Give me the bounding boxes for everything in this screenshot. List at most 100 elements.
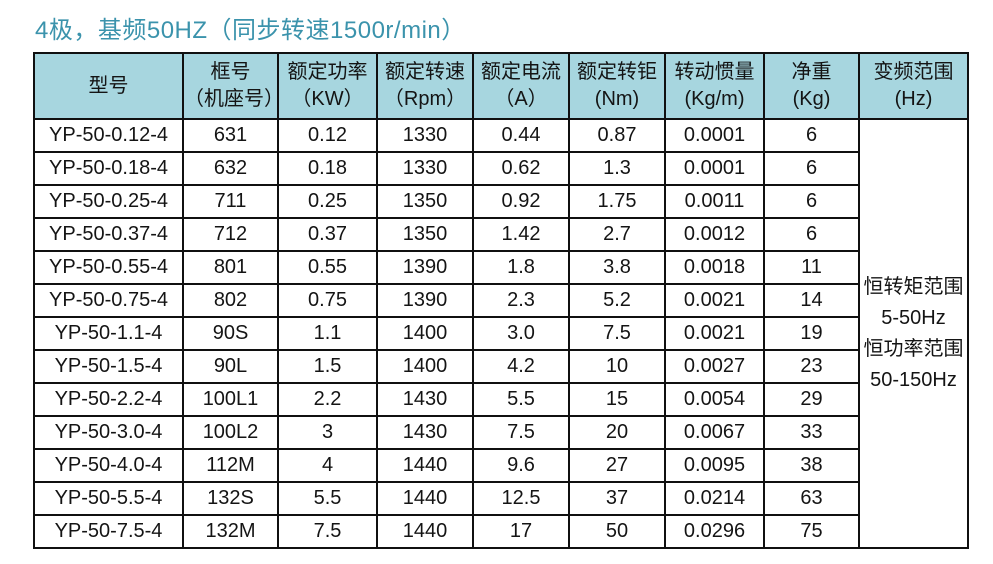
header-frame-line1: 框号 (210, 61, 251, 83)
cell-frame: 631 (182, 118, 279, 153)
page-title: 4极，基频50HZ（同步转速1500r/min） (35, 17, 466, 44)
cell-frame: 801 (182, 250, 279, 285)
cell-rated-torque: 1.3 (568, 151, 666, 186)
cell-net-weight: 33 (763, 415, 860, 450)
cell-model: YP-50-1.1-4 (33, 316, 184, 351)
cell-inertia: 0.0001 (664, 118, 765, 153)
table-row: YP-50-0.18-4 632 0.18 1330 0.62 1.3 0.00… (33, 151, 968, 186)
cell-model: YP-50-5.5-4 (33, 481, 184, 516)
cell-frame: 100L1 (182, 382, 279, 417)
cell-frame: 712 (182, 217, 279, 252)
cell-rated-current: 3.0 (472, 316, 570, 351)
header-rated-torque: 额定转钜 (Nm) (568, 52, 666, 120)
cell-rated-torque: 2.7 (568, 217, 666, 252)
cell-rated-torque: 3.8 (568, 250, 666, 285)
table-header: 型号 框号 （机座号） 额定功率 （KW） 额定转速 （Rpm） 额定电流 (33, 52, 969, 120)
cell-rated-current: 9.6 (472, 448, 570, 483)
cell-frame: 802 (182, 283, 279, 318)
cell-rated-torque: 7.5 (568, 316, 666, 351)
cell-rated-current: 0.62 (472, 151, 570, 186)
cell-rated-current: 1.42 (472, 217, 570, 252)
cell-model: YP-50-2.2-4 (33, 382, 184, 417)
cell-inertia: 0.0001 (664, 151, 765, 186)
header-rated-power-line2: （KW） (291, 88, 364, 110)
header-vfd-range-line2: (Hz) (894, 88, 933, 110)
header-rated-power: 额定功率 （KW） (277, 52, 378, 120)
cell-net-weight: 14 (763, 283, 860, 318)
cell-rated-torque: 15 (568, 382, 666, 417)
cell-rated-power: 1.5 (277, 349, 378, 384)
cell-net-weight: 29 (763, 382, 860, 417)
header-rated-torque-line1: 额定转钜 (577, 61, 657, 83)
cell-vfd-range: 恒转矩范围 5-50Hz 恒功率范围 50-150Hz (858, 118, 969, 549)
header-rated-power-line1: 额定功率 (287, 61, 368, 83)
cell-net-weight: 23 (763, 349, 860, 384)
cell-model: YP-50-0.12-4 (33, 118, 184, 153)
table-row: YP-50-1.1-4 90S 1.1 1400 3.0 7.5 0.0021 … (33, 316, 968, 351)
header-inertia-line2: (Kg/m) (684, 88, 745, 110)
cell-rated-power: 4 (277, 448, 378, 483)
header-frame-line2: （机座号） (184, 88, 278, 110)
cell-inertia: 0.0054 (664, 382, 765, 417)
header-rated-speed: 额定转速 （Rpm） (376, 52, 474, 120)
header-rated-torque-line2: (Nm) (594, 88, 640, 110)
cell-rated-torque: 1.75 (568, 184, 666, 219)
cell-frame: 132M (182, 514, 279, 549)
table-row: YP-50-5.5-4 132S 5.5 1440 12.5 37 0.0214… (33, 481, 968, 516)
cell-rated-torque: 20 (568, 415, 666, 450)
header-rated-current-line1: 额定电流 (481, 61, 561, 83)
cell-frame: 90S (182, 316, 279, 351)
cell-model: YP-50-1.5-4 (33, 349, 184, 384)
cell-rated-power: 0.37 (277, 217, 378, 252)
cell-rated-speed: 1430 (376, 382, 474, 417)
header-inertia-line1: 转动惯量 (674, 61, 755, 83)
cell-rated-power: 2.2 (277, 382, 378, 417)
cell-rated-torque: 27 (568, 448, 666, 483)
header-vfd-range-line1: 变频范围 (873, 61, 954, 83)
cell-rated-speed: 1400 (376, 316, 474, 351)
cell-rated-power: 0.18 (277, 151, 378, 186)
table-row: YP-50-3.0-4 100L2 3 1430 7.5 20 0.0067 3… (33, 415, 968, 450)
cell-inertia: 0.0067 (664, 415, 765, 450)
table-row: YP-50-4.0-4 112M 4 1440 9.6 27 0.0095 38 (33, 448, 968, 483)
header-model: 型号 (33, 52, 184, 120)
vfd-range-line: 恒功率范围 (863, 337, 964, 360)
cell-rated-speed: 1440 (376, 481, 474, 516)
cell-rated-power: 7.5 (277, 514, 378, 549)
cell-rated-power: 3 (277, 415, 378, 450)
table-row: YP-50-7.5-4 132M 7.5 1440 17 50 0.0296 7… (33, 514, 968, 549)
cell-rated-current: 4.2 (472, 349, 570, 384)
cell-net-weight: 6 (763, 184, 860, 219)
cell-net-weight: 38 (763, 448, 860, 483)
header-rated-speed-line1: 额定转速 (385, 61, 465, 83)
cell-net-weight: 11 (763, 250, 860, 285)
cell-frame: 632 (182, 151, 279, 186)
cell-model: YP-50-0.55-4 (33, 250, 184, 285)
cell-frame: 100L2 (182, 415, 279, 450)
cell-model: YP-50-0.18-4 (33, 151, 184, 186)
cell-rated-power: 0.55 (277, 250, 378, 285)
header-net-weight-line1: 净重 (791, 61, 832, 83)
cell-rated-speed: 1390 (376, 250, 474, 285)
cell-inertia: 0.0214 (664, 481, 765, 516)
table-row: YP-50-0.12-4 631 0.12 1330 0.44 0.87 0.0… (33, 118, 969, 549)
table-row: YP-50-0.75-4 802 0.75 1390 2.3 5.2 0.002… (33, 283, 968, 318)
cell-net-weight: 19 (763, 316, 860, 351)
cell-inertia: 0.0095 (664, 448, 765, 483)
cell-net-weight: 6 (763, 118, 860, 153)
cell-net-weight: 6 (763, 151, 860, 186)
table-row: YP-50-0.37-4 712 0.37 1350 1.42 2.7 0.00… (33, 217, 968, 252)
table-row: YP-50-2.2-4 100L1 2.2 1430 5.5 15 0.0054… (33, 382, 968, 417)
cell-frame: 112M (182, 448, 279, 483)
cell-rated-torque: 37 (568, 481, 666, 516)
cell-rated-current: 1.8 (472, 250, 570, 285)
vfd-range-line: 5-50Hz (881, 306, 946, 329)
cell-rated-power: 0.12 (277, 118, 378, 153)
cell-rated-current: 12.5 (472, 481, 570, 516)
cell-inertia: 0.0021 (664, 316, 765, 351)
header-rated-speed-line2: （Rpm） (383, 88, 467, 110)
cell-rated-speed: 1350 (376, 184, 474, 219)
cell-net-weight: 63 (763, 481, 860, 516)
header-net-weight: 净重 (Kg) (763, 52, 860, 120)
header-row: 型号 框号 （机座号） 额定功率 （KW） 额定转速 （Rpm） 额定电流 (33, 52, 969, 120)
